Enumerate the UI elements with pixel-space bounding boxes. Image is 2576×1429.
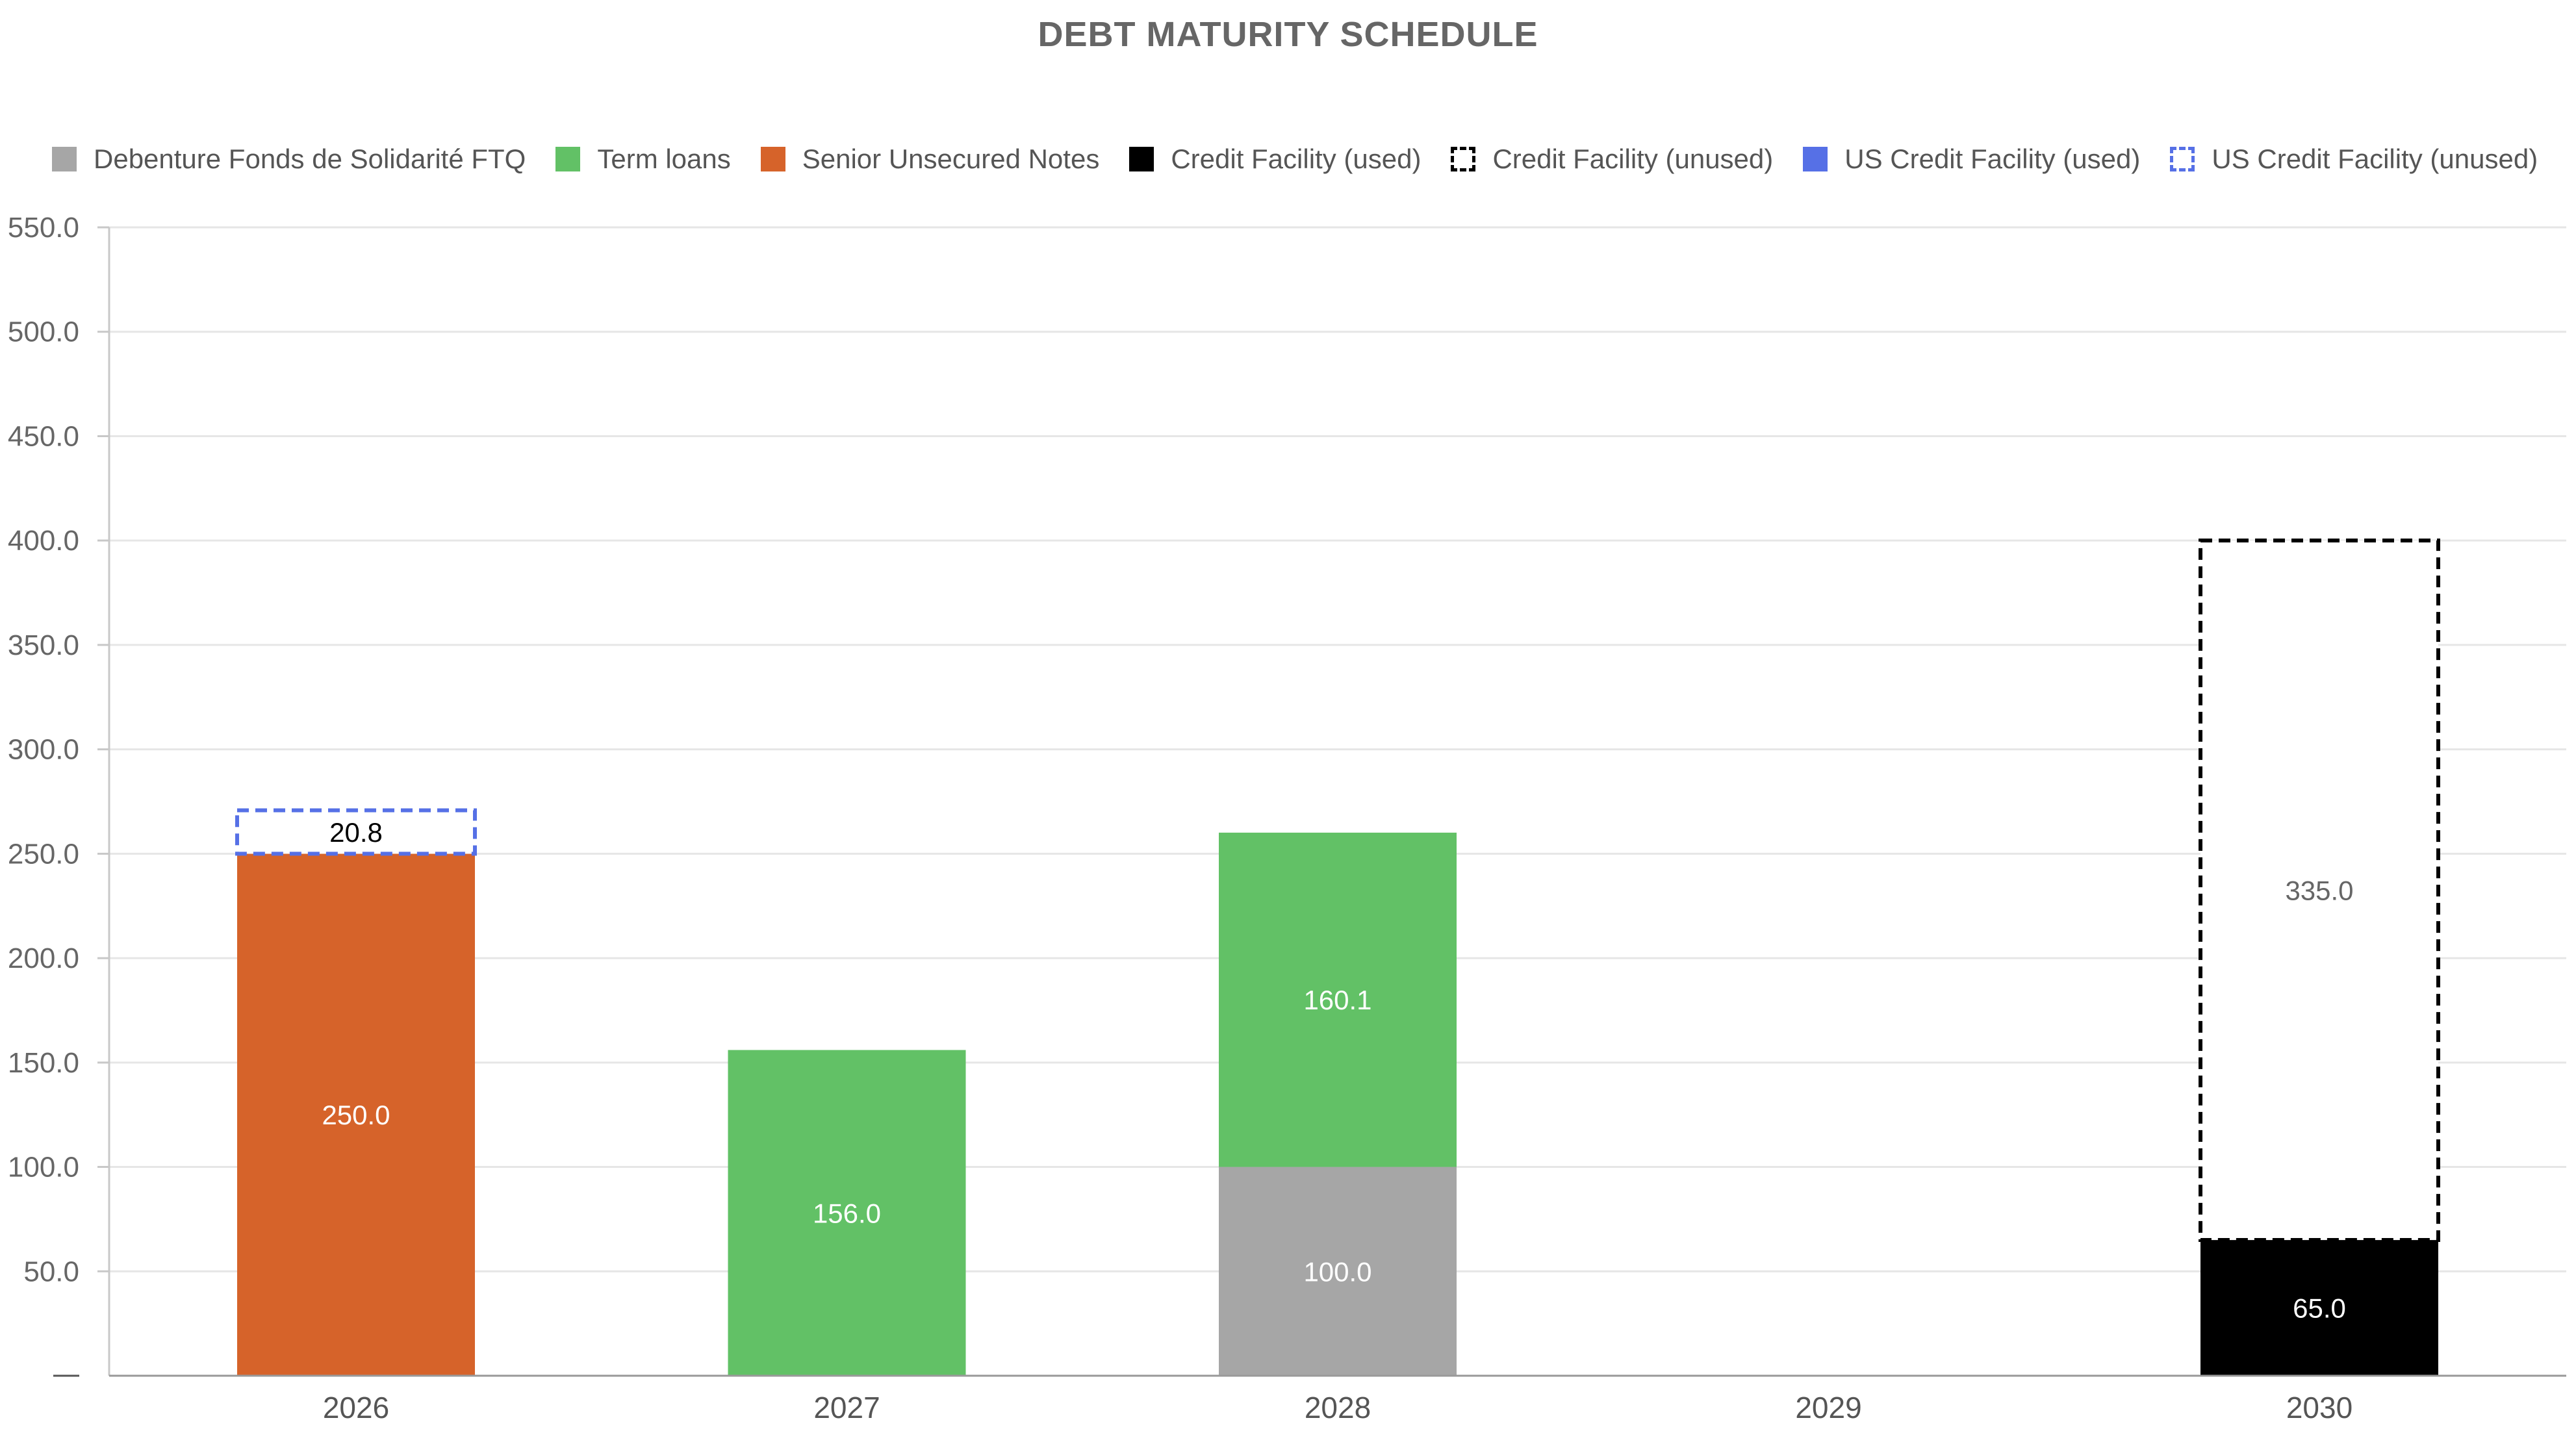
legend-item-us-credit-facility-unused[interactable]: US Credit Facility (unused) bbox=[2170, 144, 2538, 175]
data-label-credit-facility-used-2030: 65.0 bbox=[2293, 1293, 2346, 1324]
y-tick-label: 250.0 bbox=[8, 838, 79, 870]
legend: Debenture Fonds de Solidarité FTQ Term lo… bbox=[52, 140, 2538, 179]
y-tick-label: 400.0 bbox=[8, 525, 79, 557]
data-label-debenture-fonds-de-solidarit-ftq-2028: 100.0 bbox=[1303, 1256, 1371, 1287]
data-label-credit-facility-unused-2030: 335.0 bbox=[2285, 876, 2353, 906]
legend-item-debenture-fonds-de-solidarit-ftq[interactable]: Debenture Fonds de Solidarité FTQ bbox=[52, 144, 526, 175]
legend-swatch bbox=[1803, 147, 1828, 171]
bar-credit-facility-used-2030 bbox=[2200, 1240, 2438, 1376]
y-tick-label: 200.0 bbox=[8, 942, 79, 974]
data-label-us-credit-facility-unused-2026: 20.8 bbox=[329, 817, 383, 848]
x-tick-label-2027: 2027 bbox=[813, 1391, 880, 1424]
y-tick-label: 500.0 bbox=[8, 316, 79, 348]
legend-label: Senior Unsecured Notes bbox=[802, 144, 1100, 174]
bar-credit-facility-unused-2030 bbox=[2199, 538, 2440, 1243]
bar-senior-unsecured-notes-2026 bbox=[237, 854, 475, 1376]
y-tick-label: 450.0 bbox=[8, 420, 79, 452]
legend-swatch bbox=[760, 147, 785, 171]
data-label-term-loans-2027: 156.0 bbox=[813, 1198, 881, 1228]
y-tick-label: 100.0 bbox=[8, 1152, 79, 1183]
legend-item-credit-facility-unused[interactable]: Credit Facility (unused) bbox=[1451, 144, 1773, 175]
legend-swatch bbox=[2170, 147, 2195, 171]
data-label-senior-unsecured-notes-2026: 250.0 bbox=[322, 1100, 390, 1130]
x-tick-label-2030: 2030 bbox=[2286, 1391, 2353, 1424]
legend-item-credit-facility-used[interactable]: Credit Facility (used) bbox=[1129, 144, 1421, 175]
bar-us-credit-facility-unused-2026 bbox=[235, 808, 477, 856]
legend-label: US Credit Facility (unused) bbox=[2212, 144, 2538, 174]
legend-item-senior-unsecured-notes[interactable]: Senior Unsecured Notes bbox=[760, 144, 1100, 175]
y-tick-label: 50.0 bbox=[23, 1256, 79, 1287]
legend-label: Credit Facility (unused) bbox=[1492, 144, 1774, 174]
legend-label: Debenture Fonds de Solidarité FTQ bbox=[94, 144, 526, 174]
bar-term-loans-2027 bbox=[728, 1050, 966, 1376]
y-tick-label: 150.0 bbox=[8, 1047, 79, 1079]
legend-swatch bbox=[555, 147, 581, 171]
x-tick-label-2029: 2029 bbox=[1795, 1391, 1861, 1424]
x-tick-label-2028: 2028 bbox=[1305, 1391, 1371, 1424]
legend-swatch bbox=[1129, 147, 1154, 171]
legend-label: Credit Facility (used) bbox=[1171, 144, 1422, 174]
chart-title: DEBT MATURITY SCHEDULE bbox=[1038, 15, 1538, 54]
bar-term-loans-2028 bbox=[1219, 832, 1457, 1167]
data-label-term-loans-2028: 160.1 bbox=[1303, 985, 1371, 1015]
legend-label: US Credit Facility (used) bbox=[1844, 144, 2141, 174]
y-tick-label: 300.0 bbox=[8, 734, 79, 766]
legend-swatch bbox=[52, 147, 77, 171]
bar-debenture-fonds-de-solidarit-ftq-2028 bbox=[1219, 1167, 1457, 1376]
y-tick-label: 550.0 bbox=[8, 212, 79, 244]
legend-item-term-loans[interactable]: Term loans bbox=[555, 144, 731, 175]
x-tick-label-2026: 2026 bbox=[323, 1391, 389, 1424]
y-tick-label: 350.0 bbox=[8, 629, 79, 661]
legend-swatch bbox=[1451, 147, 1476, 171]
legend-label: Term loans bbox=[597, 144, 731, 174]
legend-item-us-credit-facility-used[interactable]: US Credit Facility (used) bbox=[1803, 144, 2140, 175]
